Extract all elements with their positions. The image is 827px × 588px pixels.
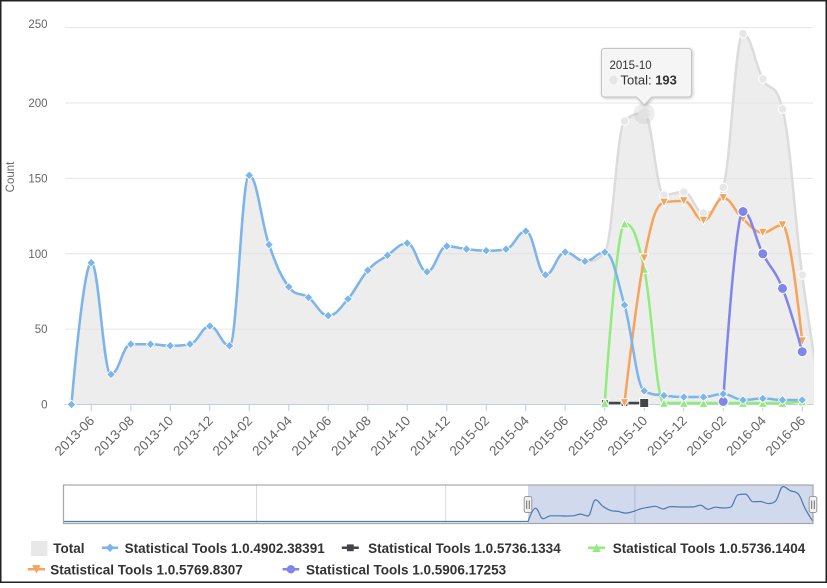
svg-text:Total: Total: [53, 541, 84, 556]
svg-text:50: 50: [35, 324, 48, 336]
svg-text:Statistical Tools 1.0.5736.140: Statistical Tools 1.0.5736.1404: [613, 541, 806, 556]
svg-text:Statistical Tools 1.0.5906.172: Statistical Tools 1.0.5906.17253: [306, 563, 507, 578]
svg-text:Statistical Tools 1.0.5736.133: Statistical Tools 1.0.5736.1334: [368, 541, 561, 556]
svg-text:Count: Count: [5, 161, 17, 192]
svg-text:200: 200: [28, 98, 47, 110]
svg-text:250: 250: [28, 19, 47, 31]
svg-text:Statistical Tools 1.0.5769.830: Statistical Tools 1.0.5769.8307: [50, 563, 243, 578]
svg-text:0: 0: [41, 400, 47, 412]
svg-text:100: 100: [28, 249, 47, 261]
svg-text:Total: 193: Total: 193: [621, 73, 677, 88]
svg-text:Statistical Tools 1.0.4902.383: Statistical Tools 1.0.4902.38391: [125, 541, 326, 556]
svg-text:2015-10: 2015-10: [610, 60, 652, 72]
svg-text:150: 150: [28, 173, 47, 185]
